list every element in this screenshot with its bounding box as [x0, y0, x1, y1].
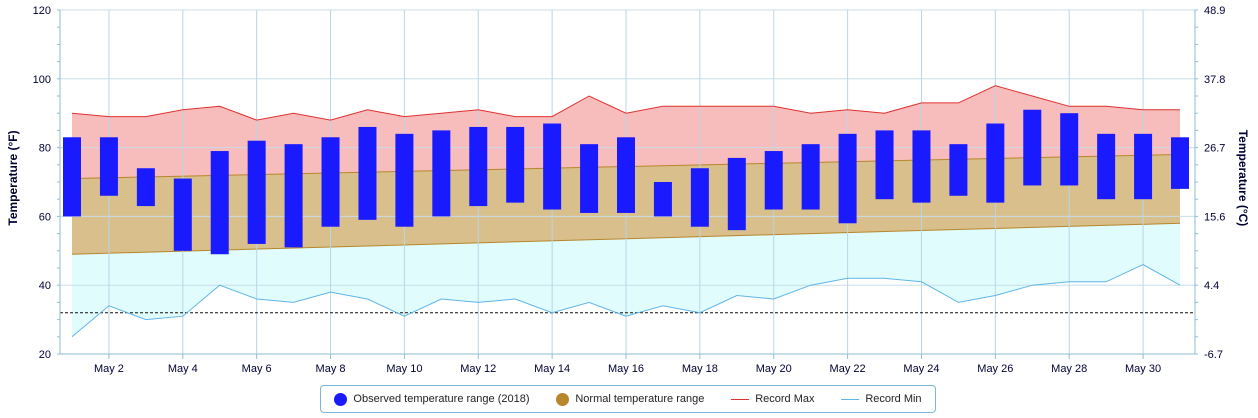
- legend: Observed temperature range (2018) Normal…: [320, 385, 936, 413]
- legend-swatch-record-min: [841, 398, 860, 400]
- x-tick-label: May 10: [386, 363, 422, 375]
- record-min-line: [71, 264, 1181, 338]
- observed-bar: [912, 130, 931, 203]
- observed-bar: [875, 130, 894, 200]
- x-tick-label: May 8: [316, 363, 346, 375]
- record-max-line: [71, 85, 1180, 121]
- legend-item-record-max[interactable]: Record Max: [731, 393, 814, 405]
- y-axis-title-right: Temperature (°C): [1236, 130, 1250, 227]
- x-tick-label: May 12: [460, 363, 496, 375]
- legend-label-observed: Observed temperature range (2018): [353, 393, 530, 405]
- observed-bar: [1097, 133, 1116, 200]
- y-tick-label-left: 20: [39, 349, 51, 361]
- x-tick-label: May 26: [977, 363, 1013, 375]
- legend-swatch-record-max: [731, 398, 750, 400]
- y-axis-title-left: Temperature (°F): [6, 130, 20, 225]
- axes: 20 -6.7 40 4.4 60 15.6 80 26.7 100 37.8 120 48.9 May…: [33, 5, 1226, 375]
- y-tick-label-left: 100: [33, 74, 51, 86]
- observed-bar: [653, 182, 672, 217]
- legend-label-record-min: Record Min: [865, 393, 922, 405]
- x-tick-label: May 22: [830, 363, 866, 375]
- observed-bar: [136, 168, 155, 207]
- observed-bar: [506, 126, 525, 203]
- legend-item-record-min[interactable]: Record Min: [841, 393, 922, 405]
- x-tick-label: May 6: [242, 363, 272, 375]
- observed-bar: [986, 123, 1005, 203]
- y-tick-label-left: 40: [39, 280, 51, 292]
- observed-bar: [1023, 109, 1042, 186]
- observed-bar: [173, 178, 192, 251]
- observed-bar: [580, 144, 599, 213]
- observed-bar: [358, 126, 377, 220]
- x-tick-label: May 16: [608, 363, 644, 375]
- y-tick-label-right: -6.7: [1204, 349, 1223, 361]
- observed-bar: [727, 157, 746, 231]
- x-tick-label: May 20: [756, 363, 792, 375]
- legend-label-normal: Normal temperature range: [575, 393, 705, 405]
- observed-bar: [1134, 133, 1153, 200]
- observed-bar: [949, 144, 968, 196]
- series-lines: [60, 85, 1195, 338]
- observed-bar: [1171, 137, 1189, 189]
- y-tick-label-right: 48.9: [1204, 5, 1225, 17]
- legend-item-normal[interactable]: Normal temperature range: [556, 392, 705, 406]
- y-tick-label-right: 26.7: [1204, 143, 1225, 155]
- observed-bar: [469, 126, 488, 207]
- observed-bar: [99, 137, 118, 196]
- x-tick-label: May 14: [534, 363, 570, 375]
- y-tick-label-right: 4.4: [1204, 280, 1219, 292]
- y-tick-label-left: 80: [39, 143, 51, 155]
- x-tick-label: May 18: [682, 363, 718, 375]
- temperature-chart: 20 -6.7 40 4.4 60 15.6 80 26.7 100 37.8 120 48.9 May…: [6, 5, 1250, 375]
- y-tick-label-left: 120: [33, 5, 51, 17]
- observed-bars: [63, 109, 1189, 255]
- y-tick-label-left: 60: [39, 211, 51, 223]
- observed-bar: [284, 144, 303, 248]
- observed-bar: [690, 168, 709, 227]
- legend-swatch-normal: [556, 392, 570, 406]
- observed-bar: [432, 130, 451, 217]
- observed-bar: [247, 140, 266, 244]
- x-tick-label: May 28: [1051, 363, 1087, 375]
- x-tick-label: May 2: [94, 363, 124, 375]
- observed-bar: [63, 137, 81, 217]
- observed-bar: [838, 133, 857, 224]
- legend-swatch-observed: [334, 392, 348, 406]
- observed-bar: [1060, 113, 1079, 186]
- observed-bar: [210, 151, 229, 255]
- x-tick-label: May 4: [168, 363, 198, 375]
- observed-bar: [395, 133, 414, 227]
- y-tick-label-right: 15.6: [1204, 211, 1225, 223]
- x-tick-label: May 24: [903, 363, 939, 375]
- observed-bar: [543, 123, 562, 210]
- x-tick-label: May 30: [1125, 363, 1161, 375]
- observed-bar: [321, 137, 340, 227]
- observed-bar: [764, 151, 783, 210]
- legend-item-observed[interactable]: Observed temperature range (2018): [334, 392, 530, 406]
- observed-bar: [617, 137, 635, 213]
- observed-bar: [801, 144, 820, 210]
- legend-label-record-max: Record Max: [755, 393, 815, 405]
- y-tick-label-right: 37.8: [1204, 74, 1225, 86]
